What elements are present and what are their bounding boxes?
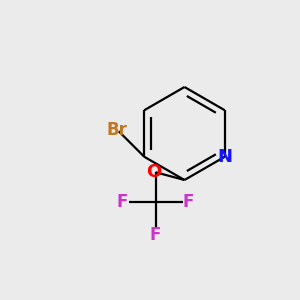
Text: F: F <box>183 193 194 211</box>
Text: F: F <box>150 226 161 244</box>
Text: N: N <box>217 148 232 166</box>
Text: Br: Br <box>107 121 128 139</box>
Text: O: O <box>146 163 162 181</box>
Text: F: F <box>117 193 128 211</box>
